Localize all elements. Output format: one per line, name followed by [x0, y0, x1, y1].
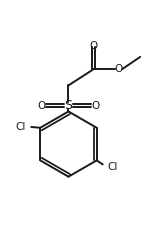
Text: O: O: [37, 101, 46, 111]
Text: O: O: [91, 101, 99, 111]
Text: S: S: [64, 99, 73, 112]
Text: Cl: Cl: [15, 122, 26, 132]
Text: Cl: Cl: [108, 162, 118, 172]
Text: O: O: [115, 64, 123, 74]
Text: O: O: [90, 41, 98, 51]
